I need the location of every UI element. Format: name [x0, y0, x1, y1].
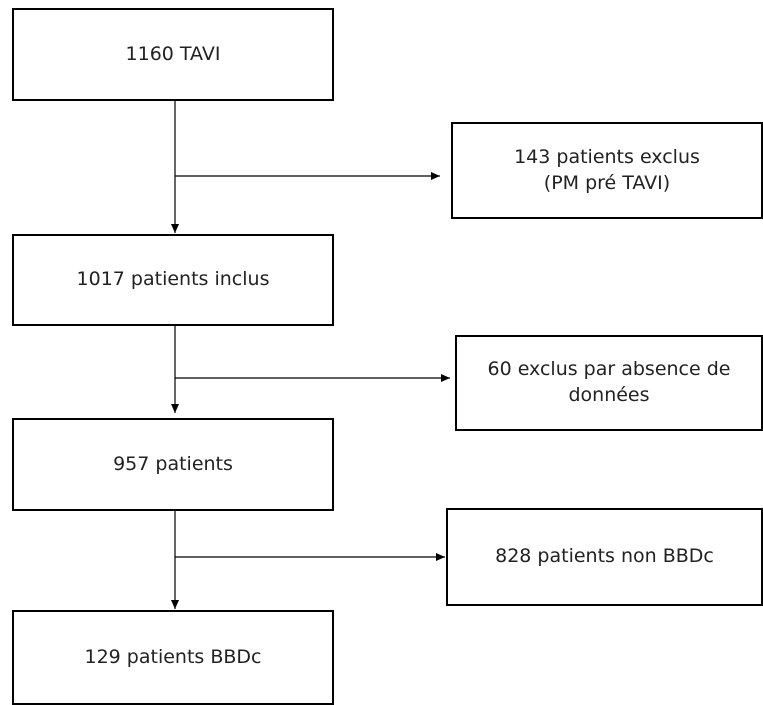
node-label: 828 patients non BBDc	[495, 545, 714, 568]
node: 143 patients exclus (PM pré TAVI)	[451, 122, 763, 219]
node-label: (PM pré TAVI)	[543, 171, 671, 194]
node: 60 exclus par absence de données	[455, 335, 763, 431]
node-label: 1017 patients inclus	[76, 268, 270, 291]
node-label: 957 patients	[113, 452, 233, 475]
node: 828 patients non BBDc	[446, 508, 763, 606]
node-label: 60 exclus par absence de	[487, 358, 731, 381]
node-label: données	[568, 384, 650, 406]
node-label: 129 patients BBDc	[84, 645, 262, 668]
node: 1160 TAVI	[12, 8, 334, 101]
node-label: 1160 TAVI	[125, 42, 221, 65]
node: 1017 patients inclus	[12, 234, 334, 326]
node: 129 patients BBDc	[12, 610, 334, 705]
node-label: 143 patients exclus	[514, 145, 700, 168]
node: 957 patients	[12, 418, 334, 511]
